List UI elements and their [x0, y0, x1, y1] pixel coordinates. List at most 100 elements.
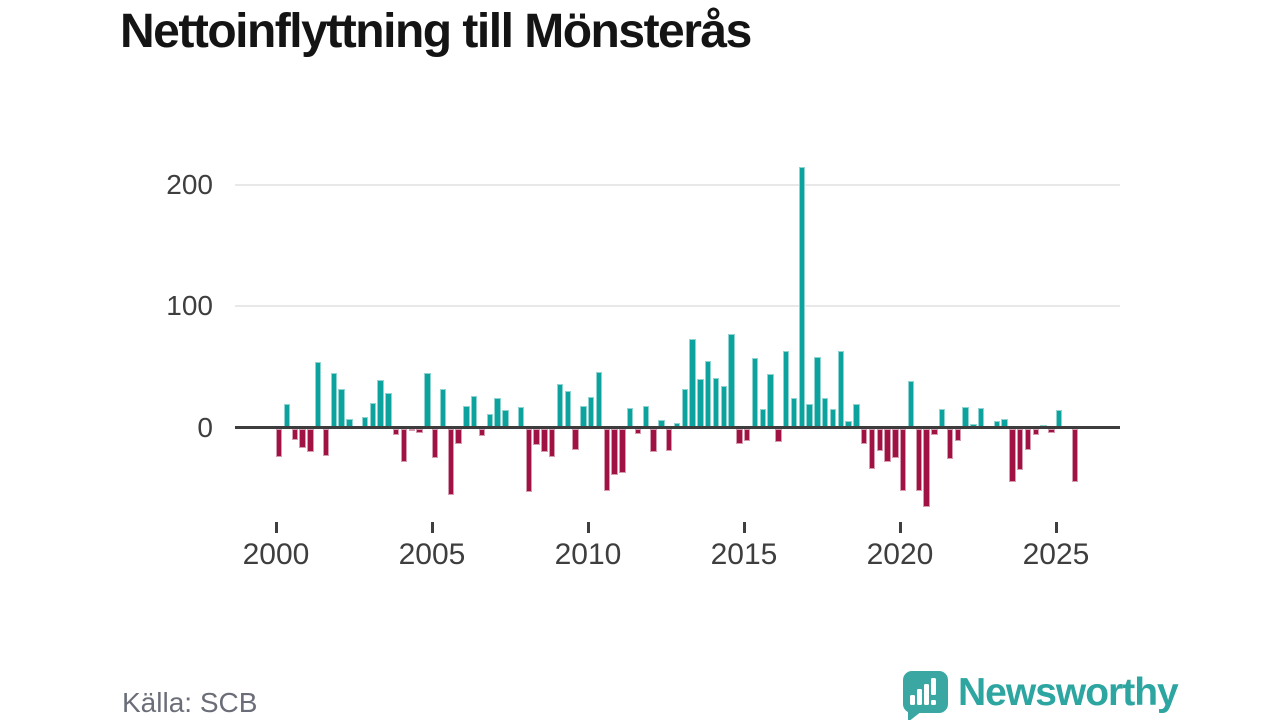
- bar-negative: [1071, 429, 1078, 483]
- bar-negative: [276, 429, 283, 457]
- bar-positive: [377, 380, 384, 428]
- bar-negative: [876, 429, 883, 451]
- bar-negative: [775, 429, 782, 443]
- zero-axis-line: [235, 426, 1120, 429]
- bar-negative: [666, 429, 673, 451]
- bar-positive: [720, 386, 727, 428]
- bar-negative: [915, 429, 922, 491]
- bar-positive: [463, 405, 470, 428]
- bar-positive: [697, 378, 704, 428]
- bar-positive: [627, 408, 634, 428]
- bar-negative: [447, 429, 454, 495]
- bar-positive: [330, 372, 337, 428]
- bar-negative: [416, 429, 423, 433]
- bar-positive: [978, 408, 985, 428]
- x-tick-label: 2005: [398, 538, 466, 571]
- newsworthy-logo: Newsworthy: [903, 665, 1179, 720]
- bar-positive: [767, 374, 774, 428]
- bar-negative: [478, 429, 486, 437]
- x-tick-mark: [274, 522, 278, 533]
- bar-negative: [408, 429, 415, 432]
- x-tick-mark: [1054, 522, 1058, 533]
- bar-positive: [642, 405, 649, 428]
- bar-positive: [338, 388, 345, 428]
- logo-bar-icon: [924, 684, 929, 705]
- bar-negative: [322, 429, 330, 456]
- bar-negative: [1009, 429, 1016, 483]
- bar-positive: [806, 404, 813, 428]
- logo-bar-icon: [917, 689, 922, 705]
- bar-positive: [439, 388, 447, 428]
- bar-positive: [829, 409, 837, 428]
- y-tick-label: 200: [166, 168, 213, 200]
- bar-negative: [884, 429, 891, 462]
- bar-positive: [283, 404, 291, 428]
- bar-negative: [549, 429, 556, 457]
- bar-positive: [814, 357, 821, 428]
- bar-positive: [759, 409, 766, 428]
- bar-negative: [400, 429, 408, 462]
- plot-area: 200 100 0 2000 2005 2010 2015 2020 2025: [166, 167, 1120, 571]
- bar-positive: [798, 167, 805, 428]
- bar-positive: [681, 388, 688, 428]
- bar-positive: [564, 391, 571, 428]
- bar-negative: [455, 429, 462, 444]
- bar-positive: [822, 398, 829, 428]
- x-tick-label: 2000: [242, 538, 310, 571]
- bar-positive: [595, 371, 603, 428]
- bar-positive: [424, 372, 431, 428]
- x-tick-mark: [898, 522, 902, 533]
- newsworthy-bubble-icon: [903, 671, 948, 713]
- bar-positive: [751, 358, 759, 428]
- bar-positive: [837, 350, 844, 428]
- x-tick-label: 2025: [1022, 538, 1090, 571]
- bar-positive: [588, 397, 595, 428]
- newsworthy-wordmark: Newsworthy: [958, 671, 1179, 714]
- bar-positive: [705, 360, 712, 428]
- bar-negative: [299, 429, 306, 449]
- bar-negative: [393, 429, 400, 436]
- bar-positive: [369, 403, 376, 428]
- bar-positive: [689, 338, 696, 428]
- bar-positive: [517, 406, 525, 428]
- bar-positive: [728, 333, 735, 428]
- source-label: Källa: SCB: [122, 687, 258, 718]
- bar-negative: [525, 429, 532, 493]
- bar-positive: [790, 398, 798, 428]
- x-tick-label: 2015: [710, 538, 778, 571]
- bar-positive: [471, 395, 478, 428]
- x-tick-label: 2010: [554, 538, 622, 571]
- x-tick-mark: [586, 522, 590, 533]
- logo-exclamation-icon: [931, 700, 936, 705]
- logo-bar-icon: [910, 695, 915, 705]
- bar-negative: [900, 429, 907, 491]
- y-tick-label: 0: [197, 411, 213, 443]
- x-tick-mark: [430, 522, 434, 533]
- bar-negative: [1024, 429, 1032, 450]
- bar-positive: [907, 381, 915, 428]
- bar-negative: [603, 429, 610, 491]
- bar-negative: [619, 429, 626, 473]
- bar-positive: [962, 406, 969, 428]
- bar-positive: [783, 350, 790, 428]
- bar-negative: [868, 429, 876, 470]
- y-tick-label: 100: [166, 290, 213, 321]
- bar-negative: [572, 429, 579, 450]
- x-tick-label: 2020: [866, 538, 934, 571]
- x-tick-mark: [742, 522, 746, 533]
- bar-positive: [385, 393, 392, 428]
- bar-negative: [1048, 429, 1055, 433]
- bar-negative: [291, 429, 298, 440]
- bar-negative: [1032, 429, 1039, 436]
- bar-negative: [541, 429, 548, 453]
- bar-negative: [533, 429, 540, 445]
- bar-positive: [580, 405, 587, 428]
- bar-positive: [315, 361, 322, 428]
- logo-exclamation-icon: [931, 678, 936, 695]
- bar-positive: [712, 377, 720, 428]
- newsworthy-bubble-tail: [908, 711, 922, 720]
- chart-title: Nettoinflyttning till Mönsterås: [120, 5, 752, 58]
- bar-positive: [494, 398, 501, 428]
- bar-positive: [556, 383, 564, 428]
